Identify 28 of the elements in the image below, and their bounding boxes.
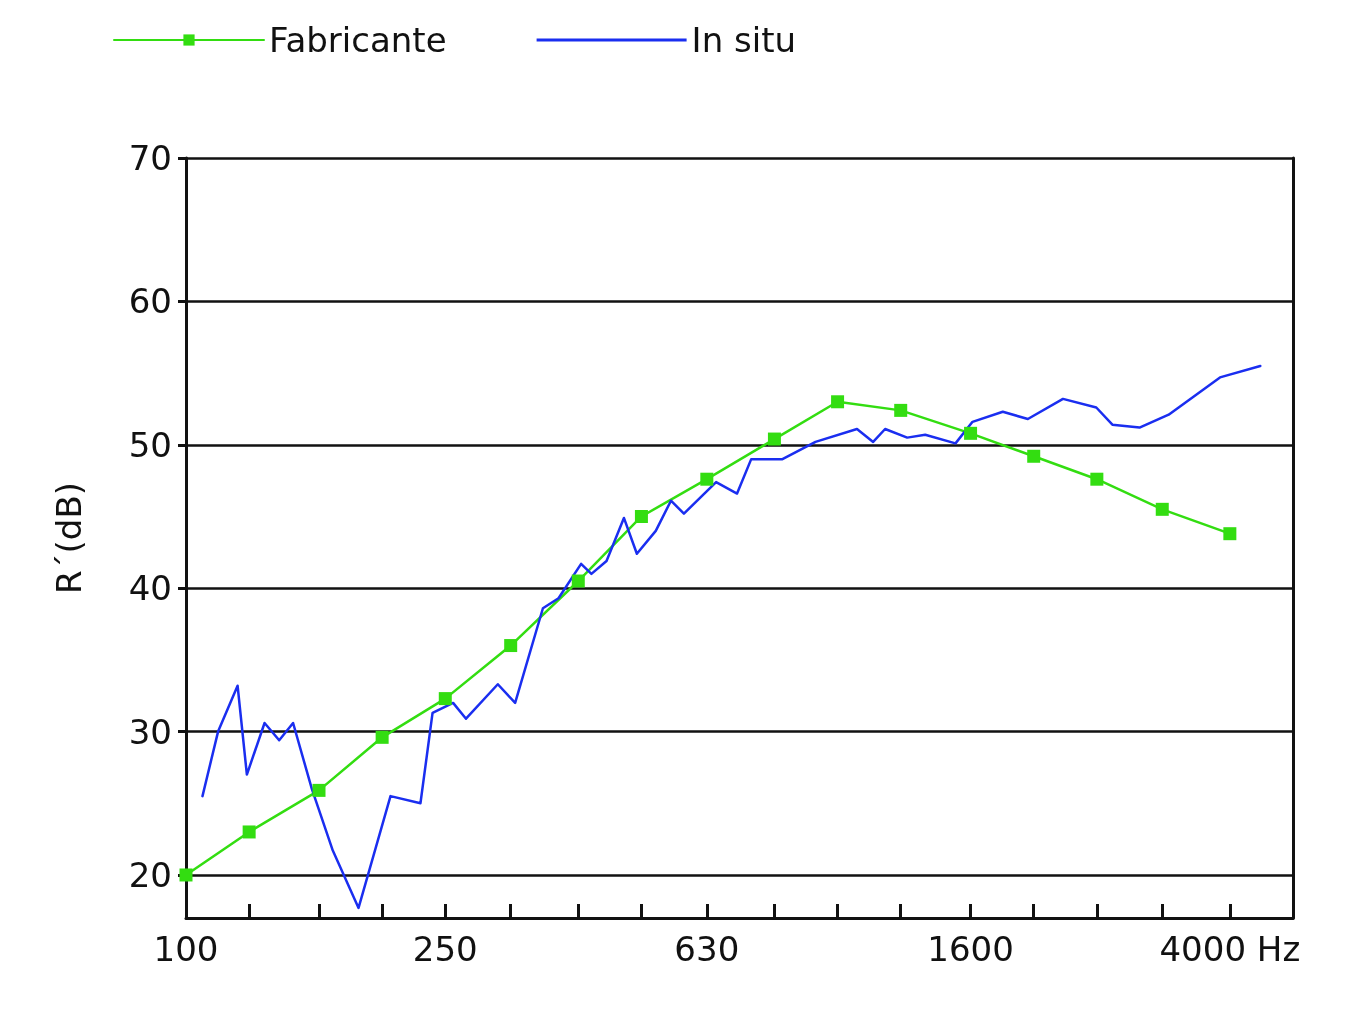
legend-label: In situ — [691, 20, 797, 60]
x-tick-label: 630 — [674, 929, 740, 969]
point — [438, 692, 452, 706]
x-tick-label: 1600 — [927, 929, 1014, 969]
y-tick-label: 20 — [128, 854, 172, 895]
point — [894, 403, 908, 417]
y-tick-label: 70 — [128, 138, 172, 178]
point — [504, 639, 518, 653]
y-tick-label: 50 — [128, 424, 172, 465]
point — [242, 825, 256, 839]
point — [634, 509, 648, 523]
point — [700, 472, 714, 486]
point — [571, 574, 585, 588]
point — [831, 395, 845, 409]
point — [767, 432, 781, 446]
x-tick-label: 100 — [153, 929, 219, 969]
point — [1027, 449, 1041, 463]
point — [375, 730, 389, 744]
y-tick-label: 30 — [128, 711, 172, 752]
x-tick-label: 250 — [412, 929, 478, 969]
y-tick-label: 60 — [128, 281, 172, 322]
point — [1090, 472, 1104, 486]
x-tick-label: 4000 Hz — [1159, 929, 1301, 969]
point — [1223, 527, 1237, 541]
y-tick-label: 40 — [128, 568, 172, 609]
point — [1155, 502, 1169, 516]
legend-label: Fabricante — [269, 20, 447, 60]
y-axis-title: R´(dB) — [49, 481, 89, 595]
